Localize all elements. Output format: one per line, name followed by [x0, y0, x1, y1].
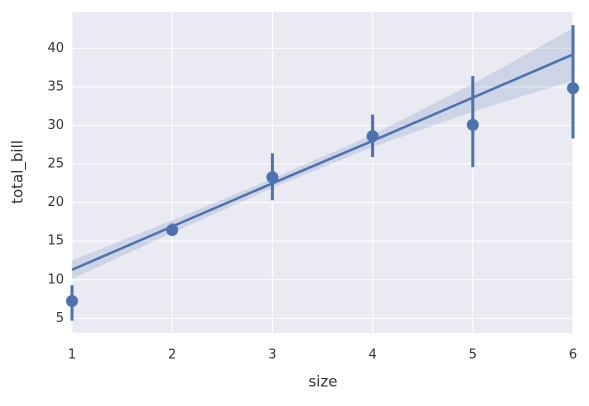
regression-line	[71, 53, 574, 271]
x-axis-label: size	[308, 373, 337, 391]
point	[266, 171, 279, 184]
point	[66, 295, 78, 308]
y-tick-label: 15	[47, 234, 64, 249]
point	[166, 223, 179, 236]
y-tick-label: 35	[47, 79, 64, 94]
x-tick-label: 4	[368, 348, 376, 363]
y-axis-label: total_bill	[9, 140, 28, 204]
y-tick-label: 5	[56, 311, 64, 326]
plot-area	[72, 12, 573, 333]
point	[366, 130, 379, 143]
x-tick-label: 6	[569, 348, 577, 363]
y-tick-label: 25	[47, 157, 64, 172]
y-tick-label: 40	[47, 41, 64, 56]
y-tick-label: 10	[47, 272, 64, 287]
point	[466, 118, 479, 131]
point	[567, 82, 579, 95]
x-tick-label: 3	[268, 348, 276, 363]
x-tick-label: 5	[469, 348, 477, 363]
y-tick-label: 30	[47, 118, 64, 133]
x-tick-label: 1	[68, 348, 76, 363]
y-tick-label: 20	[47, 195, 64, 210]
x-tick-label: 2	[168, 348, 176, 363]
